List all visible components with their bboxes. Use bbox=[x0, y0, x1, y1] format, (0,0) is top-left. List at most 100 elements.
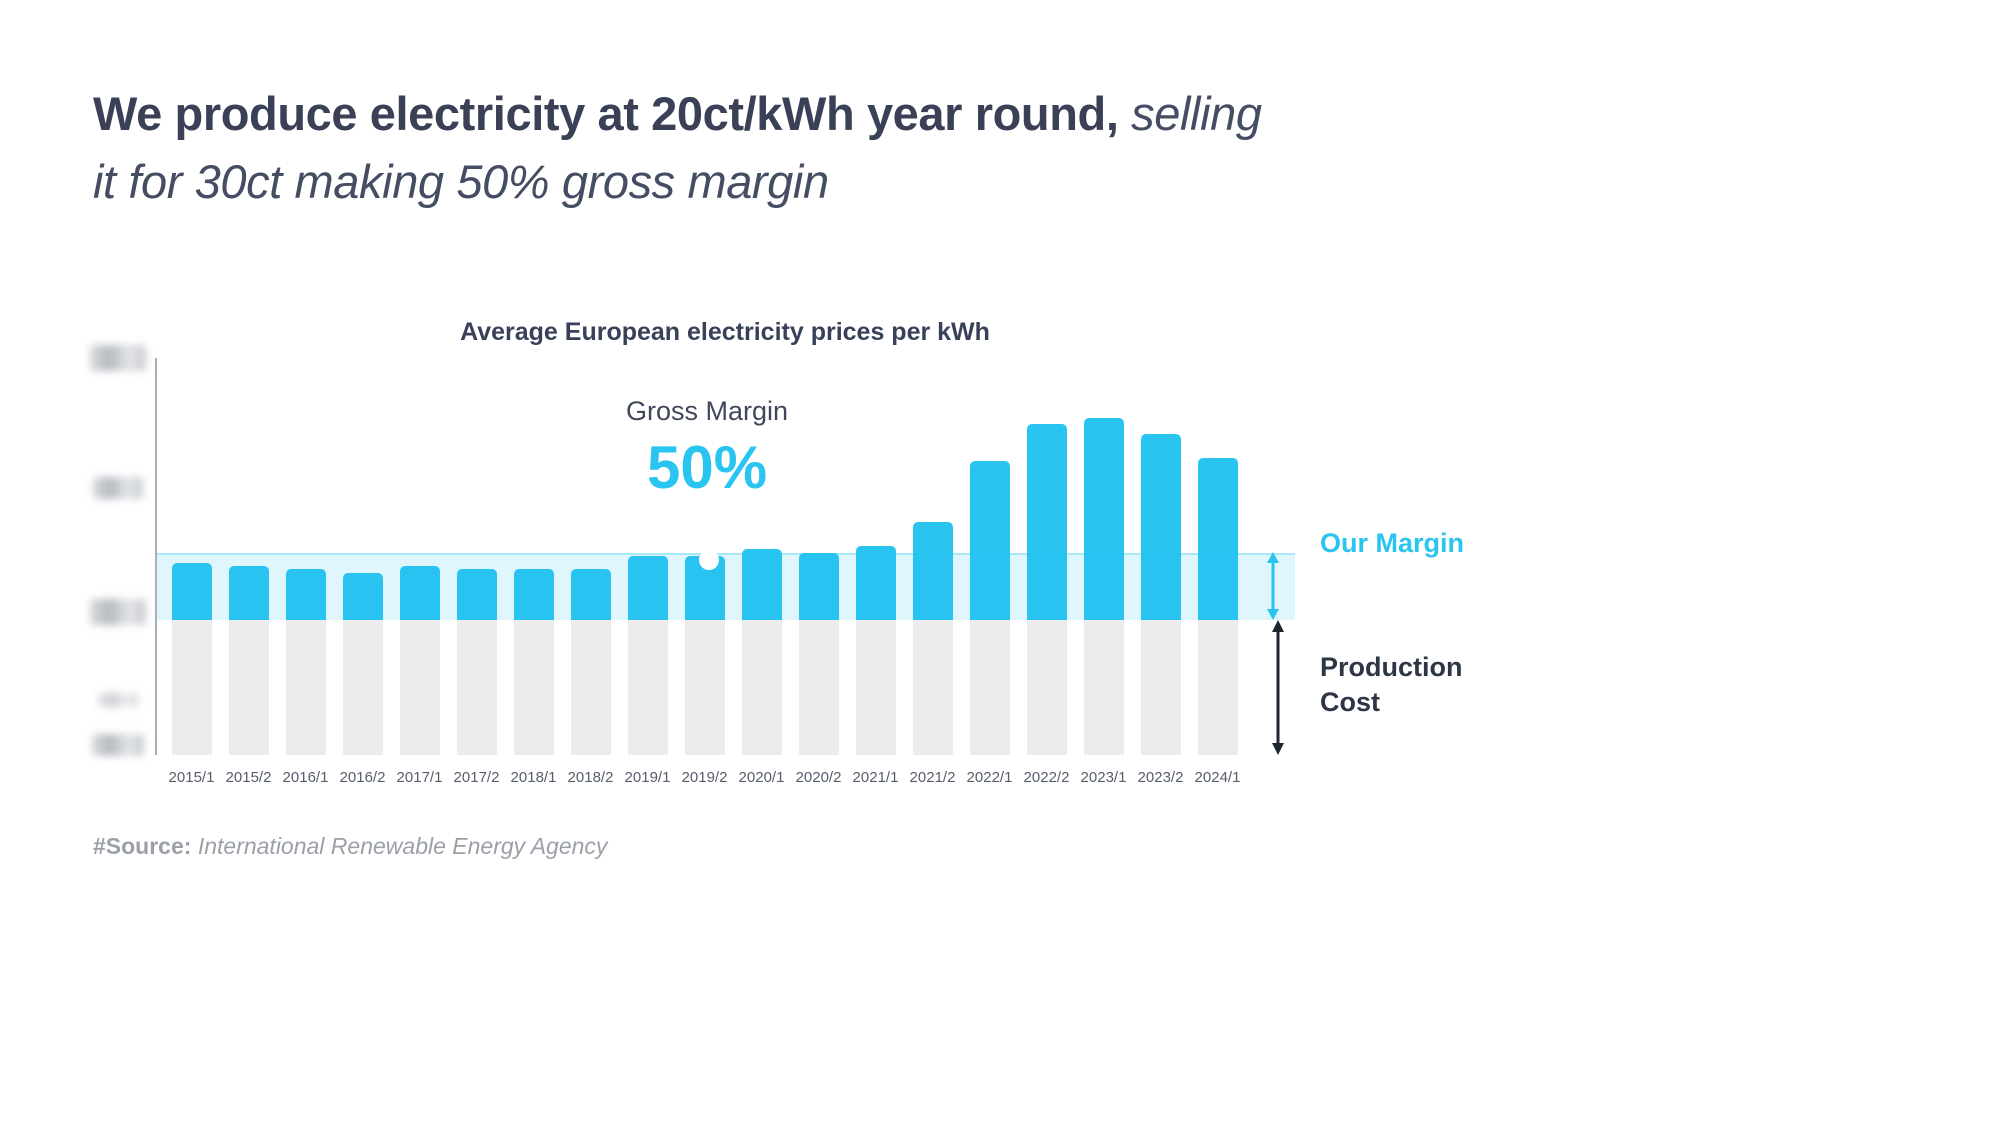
bar-cost-segment bbox=[229, 620, 269, 755]
bar-margin-segment bbox=[1027, 424, 1067, 620]
x-tick-label: 2016/2 bbox=[339, 769, 386, 786]
bar-2017/1 bbox=[400, 566, 440, 755]
headline-italic-line2: it for 30ct making 50% gross margin bbox=[93, 154, 829, 208]
bar-margin-segment bbox=[571, 569, 611, 620]
production-cost-arrow-icon bbox=[1272, 620, 1284, 755]
bar-margin-segment bbox=[913, 522, 953, 620]
y-axis-label-redacted bbox=[90, 599, 146, 625]
bar-cost-segment bbox=[343, 620, 383, 755]
bar-cost-segment bbox=[856, 620, 896, 755]
bar-margin-segment bbox=[970, 461, 1010, 620]
gross-margin-label: Gross Margin bbox=[625, 396, 789, 426]
bar-2024/1 bbox=[1198, 458, 1238, 755]
bar-2020/1 bbox=[742, 549, 782, 755]
bar-cost-segment bbox=[970, 620, 1010, 755]
x-tick-label: 2015/1 bbox=[168, 769, 215, 786]
page-title: We produce electricity at 20ct/kWh year … bbox=[93, 80, 1593, 215]
bars-group bbox=[172, 417, 1238, 755]
bar-margin-segment bbox=[286, 569, 326, 620]
x-tick-label: 2022/1 bbox=[966, 769, 1013, 786]
our-margin-arrow-icon bbox=[1267, 552, 1279, 620]
bar-margin-segment bbox=[856, 545, 896, 620]
bar-cost-segment bbox=[685, 620, 725, 755]
bar-2022/1 bbox=[970, 461, 1010, 755]
bar-margin-segment bbox=[514, 569, 554, 620]
source-prefix: #Source: bbox=[93, 833, 192, 859]
bar-margin-segment bbox=[343, 572, 383, 620]
bar-margin-segment bbox=[1084, 417, 1124, 620]
x-axis-labels: 2015/1 2015/2 2016/1 2016/2 2017/1 2017/2 2018… bbox=[163, 769, 1246, 786]
bar-margin-segment bbox=[400, 566, 440, 620]
bar-margin-segment bbox=[742, 549, 782, 620]
bar-2019/2 bbox=[685, 555, 725, 755]
x-tick-label: 2019/2 bbox=[681, 769, 728, 786]
bar-cost-segment bbox=[1141, 620, 1181, 755]
bar-margin-segment bbox=[1141, 434, 1181, 620]
x-tick-label: 2018/2 bbox=[567, 769, 614, 786]
bar-margin-segment bbox=[457, 569, 497, 620]
x-tick-label: 2021/1 bbox=[852, 769, 899, 786]
x-tick-label: 2022/2 bbox=[1023, 769, 1070, 786]
bar-margin-segment bbox=[229, 566, 269, 620]
gross-margin-value: 50% bbox=[646, 434, 768, 501]
production-cost-label: Production Cost bbox=[1320, 652, 1463, 718]
x-tick-label: 2017/2 bbox=[453, 769, 500, 786]
y-axis-label-redacted bbox=[90, 345, 146, 371]
y-axis-label-redacted bbox=[92, 734, 144, 756]
x-tick-label: 2018/1 bbox=[510, 769, 557, 786]
x-tick-label: 2024/1 bbox=[1194, 769, 1241, 786]
x-tick-label: 2023/1 bbox=[1080, 769, 1127, 786]
bar-2016/2 bbox=[343, 572, 383, 755]
bar-2017/2 bbox=[457, 569, 497, 755]
bar-cost-segment bbox=[1084, 620, 1124, 755]
bar-cost-segment bbox=[913, 620, 953, 755]
bar-2018/2 bbox=[571, 569, 611, 755]
bar-2021/2 bbox=[913, 522, 953, 755]
bar-cost-segment bbox=[742, 620, 782, 755]
x-tick-label: 2015/2 bbox=[225, 769, 272, 786]
headline-bold: We produce electricity at 20ct/kWh year … bbox=[93, 87, 1119, 140]
y-axis-label-redacted bbox=[93, 477, 143, 499]
bar-2015/1 bbox=[172, 562, 212, 755]
bar-2021/1 bbox=[856, 545, 896, 755]
bar-2018/1 bbox=[514, 569, 554, 755]
x-tick-label: 2021/2 bbox=[909, 769, 956, 786]
bar-cost-segment bbox=[400, 620, 440, 755]
x-tick-label: 2023/2 bbox=[1137, 769, 1184, 786]
bar-margin-segment bbox=[628, 555, 668, 620]
x-tick-label: 2016/1 bbox=[282, 769, 329, 786]
y-axis-label-redacted bbox=[98, 693, 138, 707]
bar-2020/2 bbox=[799, 552, 839, 755]
bar-2022/2 bbox=[1027, 424, 1067, 755]
bar-2016/1 bbox=[286, 569, 326, 755]
bar-margin-segment bbox=[1198, 458, 1238, 620]
chart-title: Average European electricity prices per … bbox=[460, 318, 990, 346]
our-margin-label: Our Margin bbox=[1320, 528, 1465, 558]
headline-italic-inline: selling bbox=[1118, 87, 1262, 140]
x-tick-label: 2020/1 bbox=[738, 769, 785, 786]
bar-cost-segment bbox=[286, 620, 326, 755]
bar-margin-segment bbox=[172, 562, 212, 620]
bar-2023/1 bbox=[1084, 417, 1124, 755]
bar-cost-segment bbox=[571, 620, 611, 755]
bar-cost-segment bbox=[514, 620, 554, 755]
gross-margin-annotation: Gross Margin 50% bbox=[557, 396, 857, 502]
bar-2019/1 bbox=[628, 555, 668, 755]
bar-margin-segment bbox=[799, 552, 839, 620]
x-tick-label: 2017/1 bbox=[396, 769, 443, 786]
y-axis-line bbox=[155, 358, 157, 755]
source-line: #Source: International Renewable Energy … bbox=[93, 833, 607, 860]
bar-2015/2 bbox=[229, 566, 269, 755]
source-text: International Renewable Energy Agency bbox=[191, 833, 608, 859]
x-tick-label: 2020/2 bbox=[795, 769, 842, 786]
bar-cost-segment bbox=[172, 620, 212, 755]
x-tick-label: 2019/1 bbox=[624, 769, 671, 786]
bar-cost-segment bbox=[457, 620, 497, 755]
bar-cost-segment bbox=[799, 620, 839, 755]
bar-cost-segment bbox=[1198, 620, 1238, 755]
bar-cost-segment bbox=[628, 620, 668, 755]
bar-2023/2 bbox=[1141, 434, 1181, 755]
marker-dot bbox=[699, 550, 719, 570]
bar-cost-segment bbox=[1027, 620, 1067, 755]
